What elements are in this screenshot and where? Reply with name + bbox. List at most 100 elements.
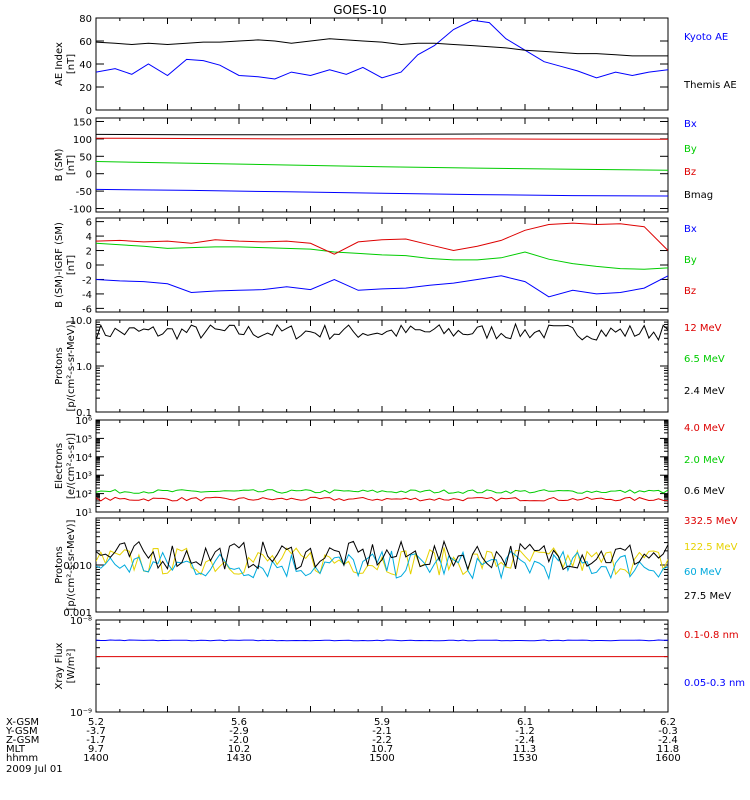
legend-label: 12 MeV [684,323,722,334]
y-axis-label: Electrons [54,443,65,489]
legend-label: Themis AE [683,80,737,91]
y-tick-label: 0.010 [63,561,92,572]
y-tick-label: 0 [86,170,92,181]
y-tick-label: 80 [79,14,92,25]
ephemeris-cell: 10.7 [371,744,393,755]
series-group [96,639,668,658]
ephemeris-row-label: hhmm [6,753,38,764]
ephemeris-cell: -0.3 [658,726,678,737]
ephemeris-cell: 6.2 [660,717,676,728]
legend-label: 2.0 MeV [684,455,725,466]
legend-label: 0.05-0.3 nm [684,678,745,689]
ephemeris-cell: 9.7 [88,744,104,755]
y-axis-label: [p/(cm²-s-sr-MeV)] [66,519,77,610]
y-axis-label: [W/m²] [66,648,77,683]
ephemeris-row-label: MLT [6,744,26,755]
y-axis-label: B (SM)-IGRF (SM) [54,222,65,308]
legend-label: By [684,144,697,155]
series-line-themis-ae [96,38,668,57]
y-tick-label: 10⁴ [75,453,92,464]
ephemeris-cell: 1530 [512,753,537,764]
series-group [96,322,668,342]
y-tick-label: 6 [86,218,92,229]
ephemeris-table: X-GSM 5.2 5.6 5.9 6.1 6.2 Y-GSM -3.7 -2.9 -2.1 -1.… [5,717,681,775]
legend-label: 60 MeV [684,567,722,578]
series-line-4-0-mev [96,496,668,502]
ephemeris-cell: 10.2 [228,744,250,755]
series-line-bmag [96,133,668,136]
y-tick-label: 60 [79,37,92,48]
ephemeris-cell: -2.4 [658,735,678,746]
ephemeris-cell: 11.8 [657,744,679,755]
y-tick-label: 2 [86,247,92,258]
y-tick-label: -6 [82,304,92,315]
ephemeris-cell: 1600 [655,753,680,764]
series-group [96,539,668,581]
y-tick-label: 100 [73,135,92,146]
series-group [96,222,668,298]
legend-label: 6.5 MeV [684,354,725,365]
y-tick-label: -4 [82,290,92,301]
y-axis-label: Protons [54,546,65,583]
series-line-bx [96,188,668,197]
ephemeris-cell: -2.1 [372,726,392,737]
legend-label: Bz [684,167,696,178]
legend-label: Bz [684,286,696,297]
y-tick-label: 150 [73,117,92,128]
y-tick-label: 10³ [75,471,92,482]
series-line-by [96,161,668,171]
ephemeris-row-label: X-GSM [6,717,39,728]
plot-title: GOES-10 [333,3,387,17]
ephemeris-cell: 5.9 [374,717,390,728]
y-tick-label: 0.1 [76,408,92,419]
legend-label: 2.4 MeV [684,386,725,397]
ephemeris-cell: 5.2 [88,717,104,728]
panel-1: 0 20 40 60 80 AE Index [nT] Kyoto AE Themis AE [54,14,737,117]
y-axis-label: [nT] [66,255,77,275]
legend-label: Bmag [684,190,713,201]
ephemeris-cell: 1430 [226,753,251,764]
ephemeris-cell: -2.4 [515,735,535,746]
ephemeris-cell: 5.6 [231,717,247,728]
y-axis-label: [nT] [66,54,77,74]
y-tick-label: 0 [86,261,92,272]
series-line-2-4-mev [96,322,668,342]
y-tick-label: 0 [86,106,92,117]
y-tick-label: 40 [79,60,92,71]
y-tick-label: 4 [86,232,92,243]
ephemeris-row-label: Z-GSM [6,735,39,746]
series-group [96,133,668,197]
panel-3: -6 -4 -2 0 2 4 6 B (SM)-IGRF (SM) [nT] Bx By Bz [54,217,697,315]
series-line-bx [96,275,668,298]
ephemeris-cell: -2.2 [372,735,392,746]
ephemeris-date: 2009 Jul 01 [6,764,63,775]
series-group [96,420,668,502]
y-tick-label: -100 [69,205,92,216]
y-axis-label: B (SM) [54,148,65,181]
ephemeris-cell: -1.2 [515,726,535,737]
panel-5: 10¹ 10² 10³ 10⁴ 10⁵ 10⁶ Electrons [e/(cm²-s-sr)… [54,416,725,519]
ephemeris-row-label: Y-GSM [5,726,38,737]
series-line-122-5-mev [96,547,668,576]
y-axis-label: [p/(cm²-s-sr-MeV)] [66,320,77,411]
series-line-by [96,242,668,270]
panel-frame [95,517,669,613]
legend-label: 27.5 MeV [684,591,731,602]
y-axis-label: [nT] [66,155,77,175]
panel-frame [95,117,669,213]
y-tick-label: 10⁶ [75,416,92,427]
series-line-2-0-mev [96,489,668,494]
legend-label: Kyoto AE [684,32,728,43]
panel-frame [95,419,669,513]
series-group [96,19,668,80]
panel-4: 0.1 1.0 10.0 Protons [p/(cm²-s-sr-MeV)] 12 Me… [54,316,725,419]
ephemeris-cell: 1500 [369,753,394,764]
series-line-27-5-mev [96,539,668,571]
y-tick-label: 1.0 [76,362,92,373]
y-tick-label: 0.001 [63,608,92,619]
ephemeris-cell: -2.0 [229,735,249,746]
ephemeris-cell: 1400 [83,753,108,764]
ephemeris-cell: 6.1 [517,717,533,728]
